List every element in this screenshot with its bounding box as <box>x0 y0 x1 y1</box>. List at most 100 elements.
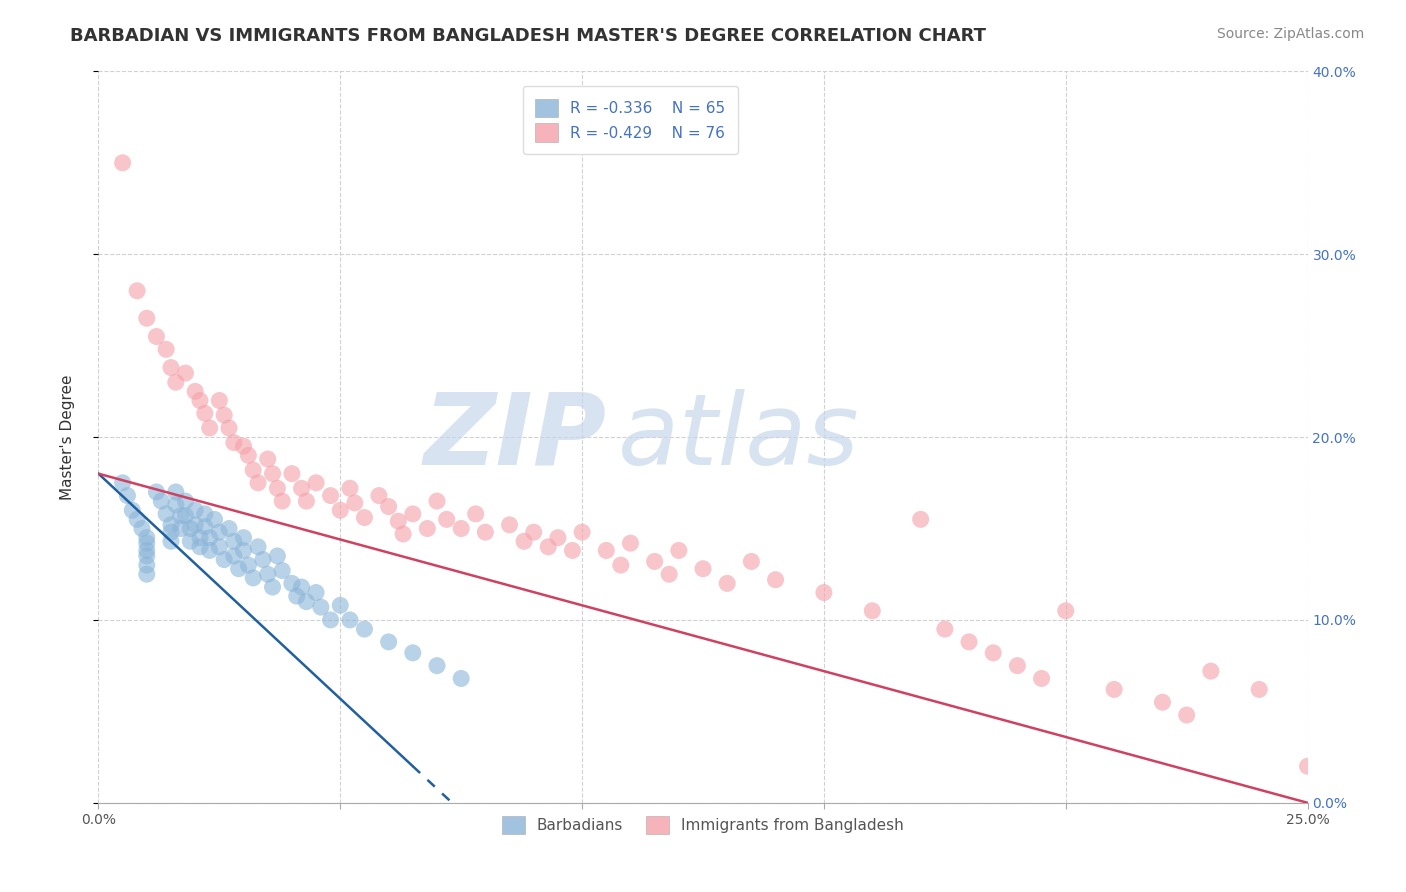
Point <box>353 622 375 636</box>
Point <box>160 517 183 532</box>
Point <box>262 580 284 594</box>
Legend: Barbadians, Immigrants from Bangladesh: Barbadians, Immigrants from Bangladesh <box>489 804 917 847</box>
Point <box>247 475 270 490</box>
Point <box>910 512 932 526</box>
Point <box>184 517 207 532</box>
Point <box>155 507 177 521</box>
Point <box>256 567 278 582</box>
Point <box>1102 682 1125 697</box>
Point <box>232 543 254 558</box>
Point <box>464 507 486 521</box>
Point <box>285 589 308 603</box>
Point <box>692 562 714 576</box>
Point <box>339 613 361 627</box>
Point <box>165 375 187 389</box>
Point <box>1007 658 1029 673</box>
Point <box>1152 695 1174 709</box>
Point <box>765 573 787 587</box>
Point <box>1296 759 1319 773</box>
Point <box>179 521 201 535</box>
Point <box>353 510 375 524</box>
Point <box>266 481 288 495</box>
Point <box>523 525 546 540</box>
Point <box>198 531 221 545</box>
Point <box>368 489 391 503</box>
Point <box>150 494 173 508</box>
Point <box>658 567 681 582</box>
Point <box>256 452 278 467</box>
Point <box>644 554 666 568</box>
Point <box>309 600 332 615</box>
Point <box>271 564 294 578</box>
Point <box>957 635 980 649</box>
Point <box>174 494 197 508</box>
Point <box>127 284 149 298</box>
Point <box>319 613 342 627</box>
Point <box>111 475 134 490</box>
Point <box>208 540 231 554</box>
Text: BARBADIAN VS IMMIGRANTS FROM BANGLADESH MASTER'S DEGREE CORRELATION CHART: BARBADIAN VS IMMIGRANTS FROM BANGLADESH … <box>70 27 986 45</box>
Point <box>194 406 217 420</box>
Point <box>1199 664 1222 678</box>
Point <box>1175 708 1198 723</box>
Point <box>305 585 328 599</box>
Point <box>740 554 762 568</box>
Point <box>402 646 425 660</box>
Point <box>218 421 240 435</box>
Point <box>218 521 240 535</box>
Point <box>377 635 399 649</box>
Point <box>222 549 245 563</box>
Point <box>174 508 197 523</box>
Point <box>498 517 520 532</box>
Point <box>290 580 312 594</box>
Point <box>262 467 284 481</box>
Point <box>426 494 449 508</box>
Point <box>387 514 409 528</box>
Point <box>716 576 738 591</box>
Point <box>184 384 207 399</box>
Point <box>198 543 221 558</box>
Point <box>981 646 1004 660</box>
Point <box>474 525 496 540</box>
Point <box>266 549 288 563</box>
Point <box>135 558 157 573</box>
Point <box>416 521 439 535</box>
Point <box>232 439 254 453</box>
Point <box>160 360 183 375</box>
Point <box>194 519 217 533</box>
Text: Source: ZipAtlas.com: Source: ZipAtlas.com <box>1216 27 1364 41</box>
Point <box>188 540 211 554</box>
Point <box>121 503 143 517</box>
Point <box>1054 604 1077 618</box>
Point <box>238 448 260 462</box>
Point <box>547 531 569 545</box>
Point <box>208 525 231 540</box>
Point <box>179 534 201 549</box>
Y-axis label: Master's Degree: Master's Degree <box>60 375 75 500</box>
Point <box>242 463 264 477</box>
Point <box>145 485 167 500</box>
Point <box>1031 672 1053 686</box>
Point <box>222 534 245 549</box>
Point <box>392 527 415 541</box>
Point <box>860 604 883 618</box>
Point <box>290 481 312 495</box>
Point <box>188 531 211 545</box>
Point <box>1249 682 1271 697</box>
Point <box>281 467 304 481</box>
Point <box>198 421 221 435</box>
Point <box>169 508 191 523</box>
Point <box>343 496 366 510</box>
Point <box>610 558 633 573</box>
Point <box>184 503 207 517</box>
Point <box>111 156 134 170</box>
Point <box>295 594 318 608</box>
Point <box>212 552 235 566</box>
Point <box>222 435 245 450</box>
Point <box>169 521 191 535</box>
Point <box>402 507 425 521</box>
Point <box>228 562 250 576</box>
Point <box>165 485 187 500</box>
Point <box>305 475 328 490</box>
Point <box>135 543 157 558</box>
